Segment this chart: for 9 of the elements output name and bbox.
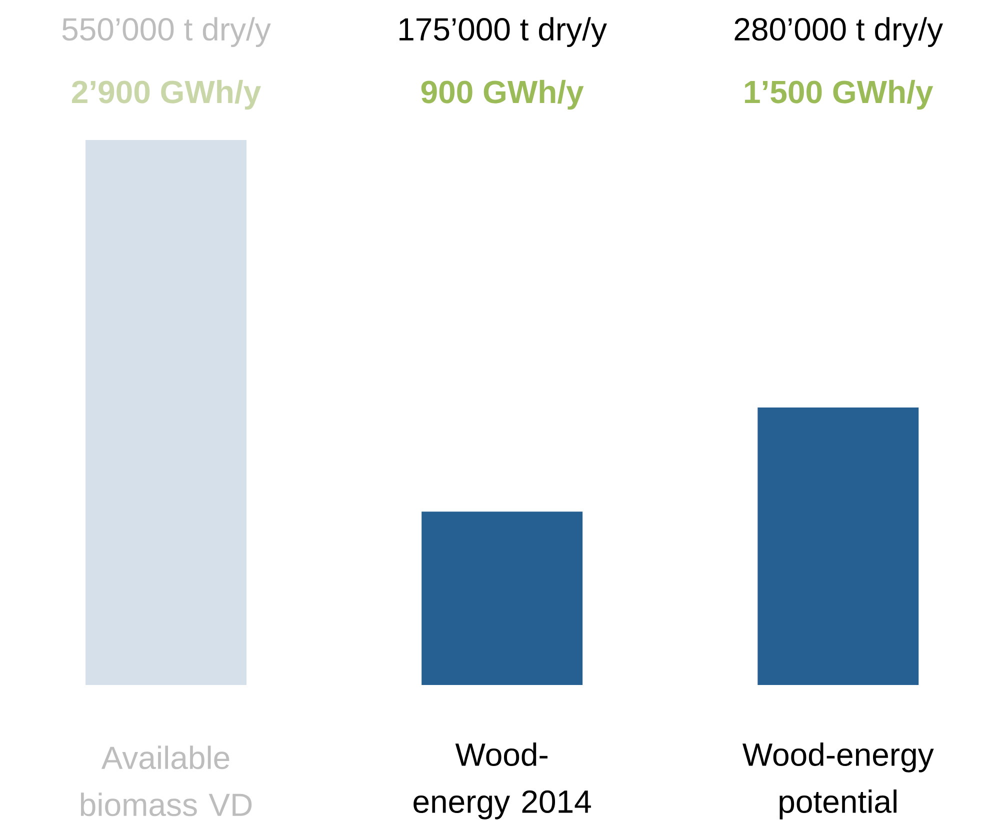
data-label: 550’000 t dry/y <box>62 17 271 48</box>
x-tick-label: Available biomass VD <box>80 746 252 816</box>
text: 1’500 GWh/y <box>744 80 934 110</box>
x-tick-label: Wood-energy potential <box>742 742 934 820</box>
text: 2’900 GWh/y <box>72 80 261 110</box>
data-label: 175’000 t dry/y <box>400 17 607 48</box>
text: 900 GWh/y <box>421 80 584 110</box>
x-tick-label: Wood-energy 2014 <box>414 742 591 820</box>
data-label: 280’000 t dry/y <box>734 17 943 48</box>
